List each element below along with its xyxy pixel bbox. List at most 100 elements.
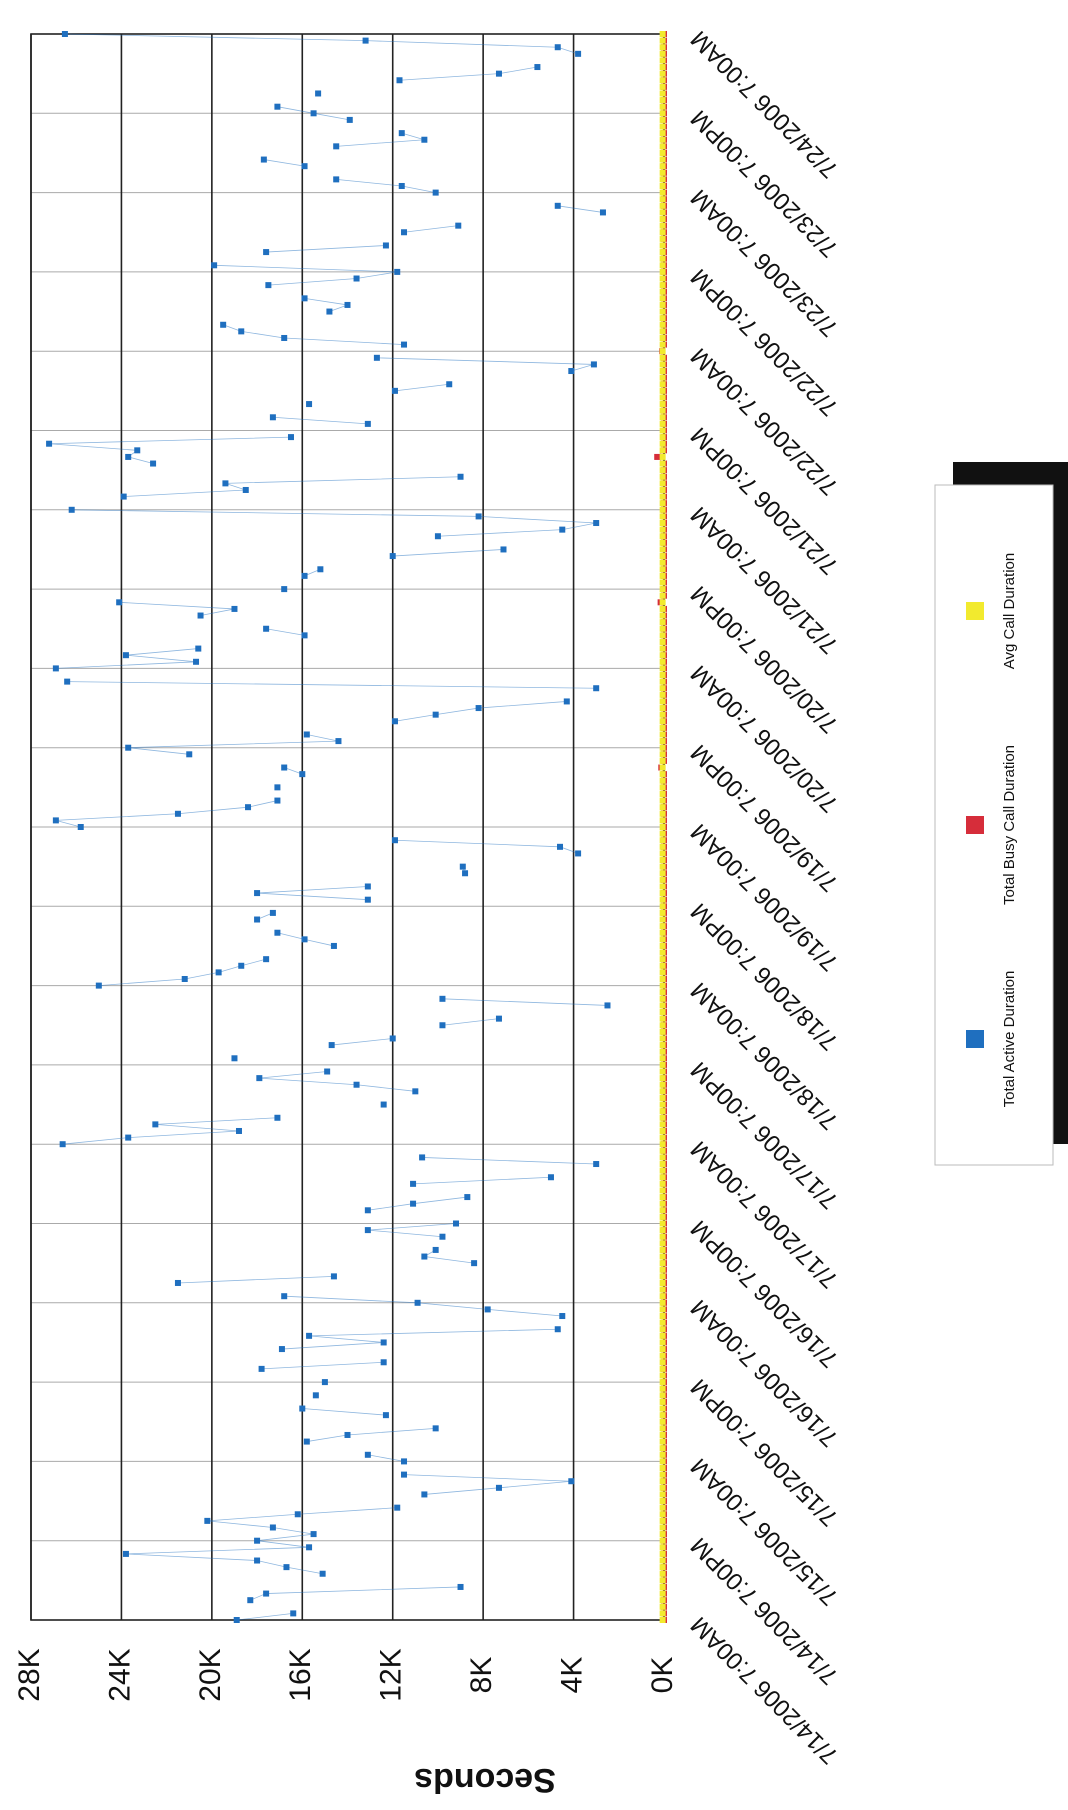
data-point: [659, 1465, 666, 1472]
data-point: [659, 1524, 666, 1531]
data-point: [432, 1246, 439, 1253]
data-point: [410, 1180, 417, 1187]
data-point: [195, 645, 202, 652]
data-point: [394, 1504, 401, 1511]
data-point: [389, 1035, 396, 1042]
data-point: [419, 1154, 426, 1161]
data-point: [659, 315, 666, 322]
data-point: [659, 1141, 666, 1148]
data-point: [412, 1088, 419, 1095]
data-point: [659, 268, 666, 275]
data-point: [659, 1207, 666, 1214]
data-point: [659, 843, 666, 850]
series-line: [394, 701, 567, 722]
data-point: [346, 116, 353, 123]
data-point: [659, 110, 666, 117]
data-point: [659, 1009, 666, 1016]
data-point: [659, 685, 666, 692]
data-point: [59, 1141, 66, 1148]
data-point: [659, 1035, 666, 1042]
data-point: [659, 282, 666, 289]
data-point: [364, 420, 371, 427]
data-point: [659, 473, 666, 480]
data-point: [434, 533, 441, 540]
data-point: [575, 50, 582, 57]
data-point: [659, 235, 666, 242]
data-point: [659, 1167, 666, 1174]
legend-label: Avg Call Duration: [1001, 553, 1018, 669]
data-point: [269, 909, 276, 916]
data-point: [254, 1557, 261, 1564]
data-point: [554, 202, 561, 209]
data-point: [659, 810, 666, 817]
data-point: [659, 288, 666, 295]
data-point: [659, 804, 666, 811]
data-point: [287, 434, 294, 441]
data-point: [659, 1451, 666, 1458]
data-point: [391, 718, 398, 725]
data-point: [659, 1557, 666, 1564]
data-point: [659, 929, 666, 936]
data-point: [116, 599, 123, 606]
data-point: [659, 1101, 666, 1108]
data-point: [659, 586, 666, 593]
series-line: [394, 383, 450, 392]
data-point: [659, 1544, 666, 1551]
data-point: [659, 1392, 666, 1399]
data-point: [362, 37, 369, 44]
data-point: [659, 149, 666, 156]
data-point: [659, 97, 666, 104]
data-point: [659, 1365, 666, 1372]
data-point: [659, 817, 666, 824]
data-point: [659, 222, 666, 229]
data-point: [364, 1451, 371, 1458]
data-point: [659, 123, 666, 130]
data-point: [197, 612, 204, 619]
y-tick-label: 24K: [103, 1648, 136, 1701]
data-point: [414, 1299, 421, 1306]
data-point: [263, 625, 270, 632]
data-point: [659, 1478, 666, 1485]
data-point: [659, 387, 666, 394]
data-point: [659, 1233, 666, 1240]
series-line: [284, 767, 303, 775]
data-point: [659, 890, 666, 897]
data-point: [263, 956, 270, 963]
data-point: [125, 453, 132, 460]
data-point: [659, 559, 666, 566]
data-point: [659, 414, 666, 421]
data-point: [254, 1537, 261, 1544]
data-point: [439, 995, 446, 1002]
data-point: [659, 526, 666, 533]
data-point: [457, 1583, 464, 1590]
data-point: [659, 1075, 666, 1082]
data-point: [274, 929, 281, 936]
data-point: [554, 44, 561, 51]
data-point: [659, 1511, 666, 1518]
data-point: [659, 196, 666, 203]
data-point: [235, 1127, 242, 1134]
data-point: [301, 632, 308, 639]
data-point: [659, 143, 666, 150]
data-point: [457, 473, 464, 480]
data-point: [659, 1227, 666, 1234]
data-point: [432, 711, 439, 718]
data-point: [659, 209, 666, 216]
data-point: [462, 870, 469, 877]
data-point: [659, 1359, 666, 1366]
data-point: [421, 1491, 428, 1498]
data-point: [389, 553, 396, 560]
data-point: [659, 328, 666, 335]
data-point: [464, 1194, 471, 1201]
data-point: [659, 744, 666, 751]
data-point: [659, 1484, 666, 1491]
data-point: [659, 857, 666, 864]
data-point: [475, 513, 482, 520]
series-line: [422, 1157, 597, 1165]
data-point: [150, 460, 157, 467]
data-point: [353, 1081, 360, 1088]
data-point: [659, 1180, 666, 1187]
data-point: [659, 1260, 666, 1267]
data-point: [659, 1134, 666, 1141]
data-point: [256, 1075, 263, 1082]
